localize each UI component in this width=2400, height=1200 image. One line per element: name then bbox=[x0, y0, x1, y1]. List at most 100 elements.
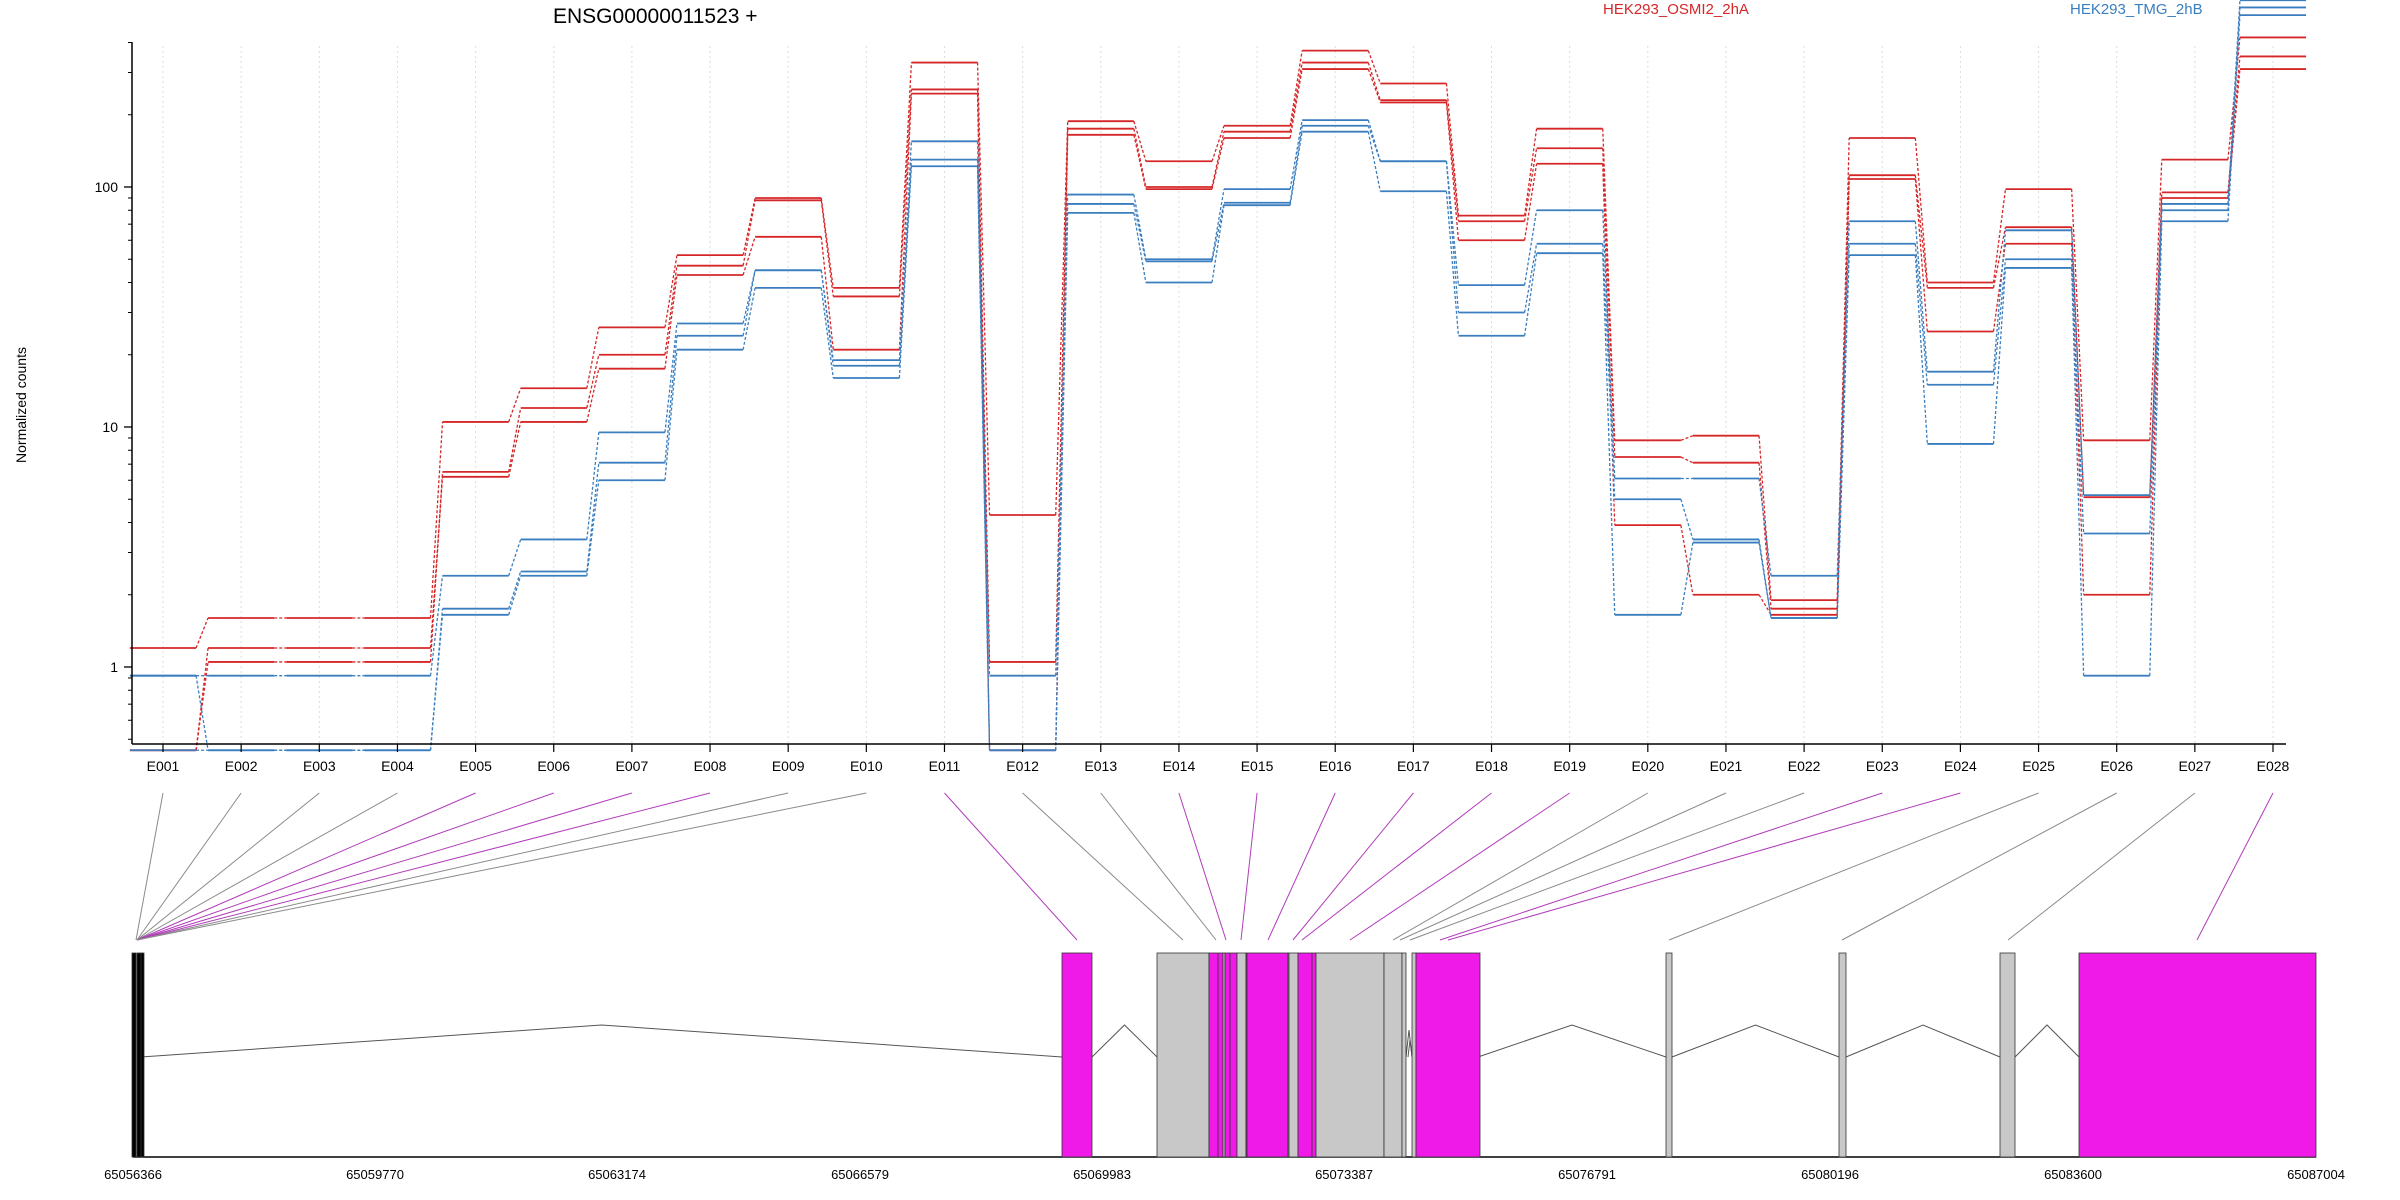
intron-line bbox=[1671, 1024, 1840, 1058]
exon-block bbox=[1224, 952, 1238, 1158]
intron-line bbox=[2014, 1024, 2080, 1058]
connector-e026 bbox=[1841, 792, 2117, 941]
connector-e013 bbox=[1100, 792, 1217, 941]
connector-e021 bbox=[1399, 792, 1727, 941]
connector-e027 bbox=[2007, 792, 2196, 941]
x-tick-label-e001: E001 bbox=[147, 758, 180, 774]
series-5 bbox=[129, 6, 2307, 752]
connector-e018 bbox=[1301, 792, 1492, 941]
series-1 bbox=[129, 36, 2307, 649]
coordinate-label: 65069983 bbox=[1073, 1167, 1131, 1182]
x-tick-label-e016: E016 bbox=[1319, 758, 1352, 774]
series-6 bbox=[129, 14, 2307, 752]
x-tick-label-e026: E026 bbox=[2100, 758, 2133, 774]
coordinate-label: 65056366 bbox=[104, 1167, 162, 1182]
connector-e004 bbox=[136, 792, 398, 941]
exon-block bbox=[1665, 952, 1673, 1158]
series-connector bbox=[196, 0, 2241, 677]
vertical-gridlines bbox=[162, 46, 2274, 744]
y-axis-label: Normalized counts bbox=[13, 347, 29, 463]
connector-e008 bbox=[136, 792, 711, 941]
coordinate-label: 65080196 bbox=[1801, 1167, 1859, 1182]
connector-e010 bbox=[136, 792, 867, 941]
exon-block bbox=[1236, 952, 1247, 1158]
exon-block bbox=[1415, 952, 1481, 1158]
x-tick-label-e018: E018 bbox=[1475, 758, 1508, 774]
x-tick-label-e003: E003 bbox=[303, 758, 336, 774]
x-tick-label-e022: E022 bbox=[1788, 758, 1821, 774]
chart-title: ENSG00000011523 + bbox=[553, 5, 758, 28]
legend-entry-osmi2: HEK293_OSMI2_2hA bbox=[1603, 1, 1749, 18]
exon-block bbox=[1245, 952, 1289, 1158]
x-tick-label-e009: E009 bbox=[772, 758, 805, 774]
x-tick-label-e010: E010 bbox=[850, 758, 883, 774]
x-tick-label-e011: E011 bbox=[929, 758, 961, 774]
x-tick-label-e004: E004 bbox=[381, 758, 414, 774]
x-tick-label-e020: E020 bbox=[1631, 758, 1664, 774]
series-connector bbox=[195, 7, 2241, 751]
x-tick-label-e005: E005 bbox=[459, 758, 492, 774]
coordinate-label: 65076791 bbox=[1558, 1167, 1616, 1182]
exon-block bbox=[1297, 952, 1317, 1158]
series-lines bbox=[129, 0, 2307, 752]
exon-block bbox=[1383, 952, 1403, 1158]
series-4 bbox=[129, 0, 2307, 677]
exon-block bbox=[1287, 952, 1299, 1158]
exon-block bbox=[1156, 952, 1210, 1158]
series-connector bbox=[196, 15, 2241, 751]
connector-e006 bbox=[136, 792, 554, 941]
connector-e022 bbox=[1409, 792, 1805, 941]
exon-block bbox=[2078, 952, 2317, 1158]
intron-line bbox=[1091, 1024, 1158, 1058]
connector-e024 bbox=[1447, 792, 1961, 941]
connector-e002 bbox=[136, 792, 242, 941]
x-tick-label-e002: E002 bbox=[225, 758, 258, 774]
connector-e025 bbox=[1668, 792, 2039, 941]
series-2 bbox=[129, 55, 2307, 752]
x-tick-label-e017: E017 bbox=[1397, 758, 1430, 774]
x-tick-label-e019: E019 bbox=[1553, 758, 1586, 774]
legend-entry-tmg: HEK293_TMG_2hB bbox=[2070, 1, 2203, 18]
y-tick-label: 10 bbox=[102, 419, 118, 435]
x-tick-label-e021: E021 bbox=[1710, 758, 1743, 774]
intron-line bbox=[1845, 1024, 2001, 1058]
connector-e015 bbox=[1240, 792, 1258, 941]
series-connector bbox=[195, 68, 2241, 751]
coordinate-label: 65066579 bbox=[831, 1167, 889, 1182]
connector-e023 bbox=[1439, 792, 1883, 941]
x-tick-label-e025: E025 bbox=[2022, 758, 2055, 774]
connector-e007 bbox=[136, 792, 633, 941]
connector-e014 bbox=[1178, 792, 1227, 941]
coordinate-label: 65087004 bbox=[2287, 1167, 2345, 1182]
exon-block bbox=[1061, 952, 1093, 1158]
axes: 1 10 100 E001 E002 E003 E004 E005 E006 E007 E008 E0… bbox=[95, 42, 2290, 774]
connector-e019 bbox=[1349, 792, 1570, 941]
exon-block bbox=[131, 952, 137, 1158]
coordinate-label: 65073387 bbox=[1315, 1167, 1373, 1182]
series-3 bbox=[129, 68, 2307, 752]
series-connector bbox=[195, 56, 2241, 751]
exon-block bbox=[1838, 952, 1847, 1158]
connector-e020 bbox=[1392, 792, 1649, 941]
intron-line bbox=[140, 1024, 1063, 1058]
connector-e001 bbox=[135, 792, 164, 941]
intron-line bbox=[1477, 1024, 1667, 1058]
exon-connector-lines bbox=[135, 792, 2274, 941]
x-tick-label-e013: E013 bbox=[1084, 758, 1117, 774]
x-tick-label-e014: E014 bbox=[1163, 758, 1196, 774]
x-tick-label-e027: E027 bbox=[2179, 758, 2212, 774]
connector-e011 bbox=[944, 792, 1078, 941]
coordinate-label: 65059770 bbox=[346, 1167, 404, 1182]
connector-e009 bbox=[136, 792, 789, 941]
exon-block bbox=[1999, 952, 2016, 1158]
x-tick-label-e008: E008 bbox=[694, 758, 727, 774]
exon-block bbox=[1411, 952, 1417, 1158]
coordinate-label: 65083600 bbox=[2044, 1167, 2102, 1182]
x-tick-label-e006: E006 bbox=[537, 758, 570, 774]
x-tick-label-e023: E023 bbox=[1866, 758, 1899, 774]
x-tick-label-e015: E015 bbox=[1241, 758, 1274, 774]
exon-block bbox=[1401, 952, 1407, 1158]
x-tick-label-e012: E012 bbox=[1006, 758, 1039, 774]
exon-block bbox=[1208, 952, 1224, 1158]
